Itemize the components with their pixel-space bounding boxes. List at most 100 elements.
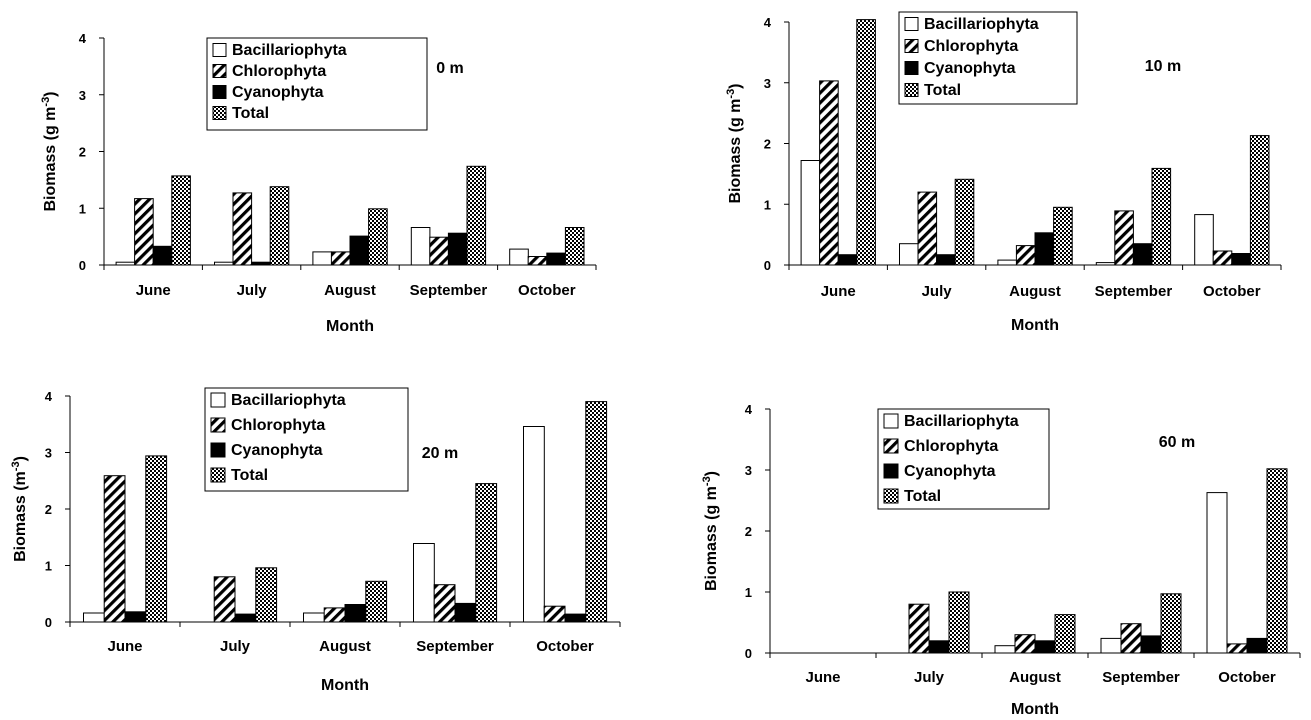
legend-label-cyanophyta: Cyanophyta [904,463,996,480]
x-tick-label-august: August [324,282,376,299]
bar-chlorophyta-july [232,192,253,266]
legend-box [898,11,1078,105]
bars [908,468,1288,654]
x-tick-label-september: September [1102,669,1180,686]
y-axis-title: Biomass (g m-3) [40,91,59,211]
legend-label-chlorophyta: Chlorophyta [232,63,326,80]
legend-label-chlorophyta: Chlorophyta [904,438,998,455]
legend-swatch-cyanophyta [904,61,919,75]
legend: Bacillariophyta Chlorophyta Cyanophyta Tota… [206,37,428,131]
bar-total-july [269,186,290,266]
bar-bacillariophyta-august [997,259,1018,266]
bar-total-october [564,227,585,266]
x-axis-title: Month [321,677,369,694]
x-tick-label-september: September [416,638,494,655]
legend-label-total: Total [904,488,941,505]
bar-cyanophyta-august [344,604,367,623]
bar-bacillariophyta-september [410,227,431,266]
depth-label: 10 m [1145,58,1181,75]
y-tick-label: 0 [745,646,752,661]
bar-cyanophyta-august [349,235,370,266]
bar-chlorophyta-july [908,603,930,654]
bar-chlorophyta-june [103,475,126,623]
bars [83,401,608,623]
x-tick-label-september: September [410,282,488,299]
bar-chlorophyta-july [917,191,938,266]
bar-total-october [585,401,608,623]
x-axis-title: Month [326,318,374,335]
legend-label-total: Total [232,105,269,122]
y-tick-label: 2 [79,145,86,160]
x-tick-label-september: September [1095,283,1173,300]
legend-label-chlorophyta: Chlorophyta [231,417,325,434]
y-tick-label: 1 [764,197,771,212]
bar-chlorophyta-september [433,584,456,623]
y-tick-label: 3 [45,446,52,461]
legend-label-total: Total [924,82,961,99]
depth-label: 60 m [1159,434,1195,451]
bar-bacillariophyta-october [509,248,529,266]
bar-cyanophyta-august [1034,232,1055,266]
bar-total-august [1053,206,1073,266]
x-tick-label-august: August [1009,283,1061,300]
y-tick-label: 1 [79,201,86,216]
bar-chlorophyta-september [429,236,449,266]
y-tick-label: 4 [764,15,772,30]
legend-box [206,37,428,131]
legend-swatch-chlorophyta [212,64,227,78]
bar-total-august [365,580,388,623]
y-axis-title: Biomass (g m-3) [725,83,744,203]
legend-swatch-bacillariophyta [210,392,226,408]
y-tick-label: 0 [79,258,86,273]
bar-total-october [1249,135,1270,266]
legend: Bacillariophyta Chlorophyta Cyanophyta Tota… [204,387,409,492]
bar-bacillariophyta-october [1206,492,1228,654]
legend-label-chlorophyta: Chlorophyta [924,38,1018,55]
legend-swatch-total [883,488,899,504]
y-tick-label: 2 [764,137,771,152]
bar-cyanophyta-october [1246,637,1268,654]
legend-swatch-chlorophyta [210,417,226,433]
x-tick-label-june: June [821,283,856,300]
x-tick-label-july: July [914,669,945,686]
depth-label: 0 m [436,60,464,77]
bar-total-june [856,19,876,266]
x-tick-label-october: October [1203,283,1261,300]
bar-chlorophyta-july [213,576,236,623]
bar-cyanophyta-june [837,254,858,266]
legend-label-total: Total [231,467,268,484]
x-axis-title: Month [1011,701,1059,718]
bar-bacillariophyta-october [1194,214,1214,266]
legend-swatch-chlorophyta [883,438,899,454]
legend-label-bacillariophyta: Bacillariophyta [904,413,1019,430]
x-tick-label-october: October [518,282,576,299]
legend-box [877,408,1050,510]
y-tick-label: 3 [79,88,86,103]
legend-swatch-bacillariophyta [883,413,899,429]
bar-chlorophyta-october [1226,643,1248,654]
legend-label-bacillariophyta: Bacillariophyta [231,392,346,409]
legend-label-bacillariophyta: Bacillariophyta [924,16,1039,33]
bar-total-august [368,208,388,266]
bar-total-september [1160,593,1182,654]
bar-cyanophyta-september [1132,243,1153,266]
x-tick-label-august: August [1009,669,1061,686]
legend-label-cyanophyta: Cyanophyta [924,60,1016,77]
bar-bacillariophyta-june [800,160,821,266]
bar-cyanophyta-july [928,640,950,654]
bar-bacillariophyta-september [413,543,435,623]
depth-label: 20 m [422,445,458,462]
legend: Bacillariophyta Chlorophyta Cyanophyta Tota… [877,408,1050,510]
y-tick-label: 1 [45,559,52,574]
bar-bacillariophyta-july [899,243,919,266]
x-tick-label-october: October [536,638,594,655]
bar-total-august [1054,614,1076,654]
bar-chlorophyta-august [330,251,351,266]
y-tick-label: 1 [745,585,752,600]
x-tick-label-july: July [220,638,251,655]
bar-chlorophyta-september [1120,623,1142,654]
legend-label-cyanophyta: Cyanophyta [231,442,323,459]
x-tick-label-october: October [1218,669,1276,686]
legend: Bacillariophyta Chlorophyta Cyanophyta Tota… [898,11,1078,105]
